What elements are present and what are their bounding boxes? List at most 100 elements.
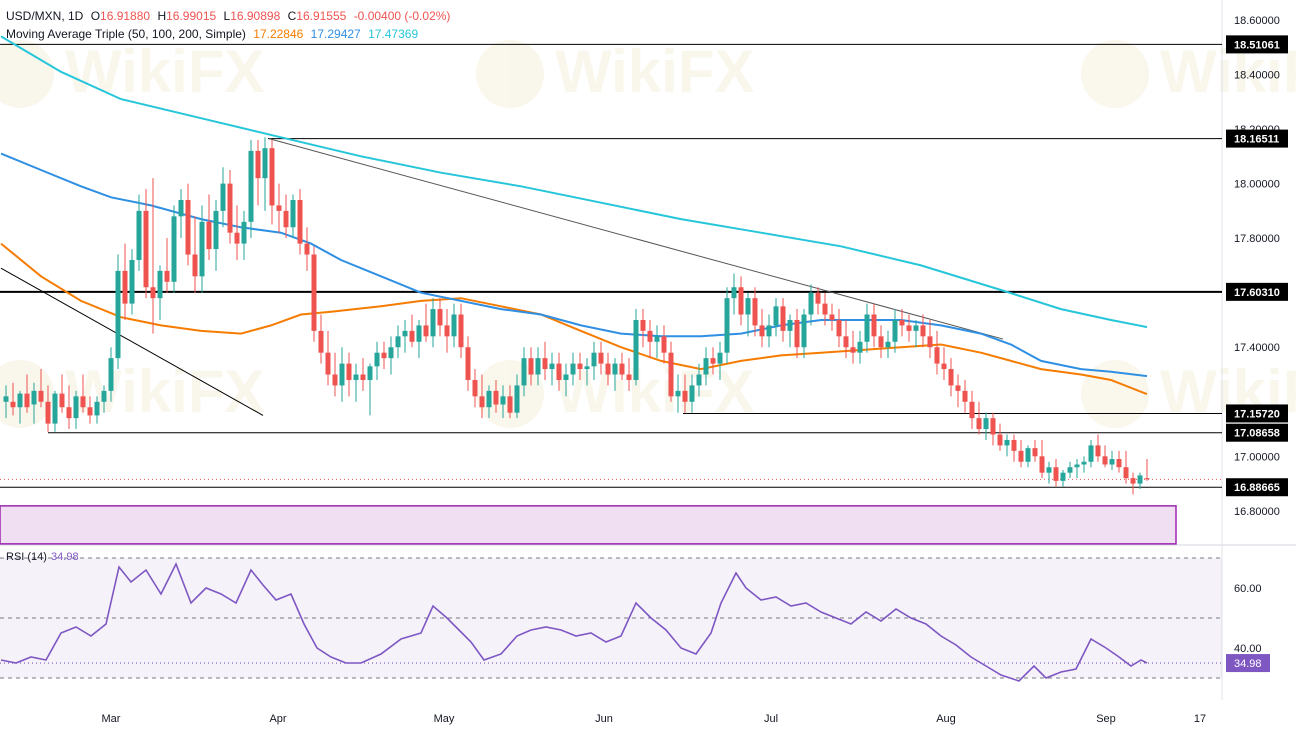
candle-body [885, 341, 891, 348]
candle [164, 238, 170, 293]
time-tick-label: Mar [102, 713, 121, 725]
candle [220, 167, 226, 228]
ma-line-100 [0, 152, 1148, 378]
candle [675, 374, 681, 413]
candle [409, 314, 415, 348]
candle [332, 352, 338, 397]
candle [997, 423, 1003, 451]
trendline[interactable] [0, 267, 264, 416]
candle [1025, 445, 1031, 468]
high-value: 16.99015 [166, 9, 217, 23]
candle [773, 298, 779, 337]
open-value: 16.91880 [100, 9, 151, 23]
candle-body [892, 319, 898, 342]
symbol-legend: USD/MXN, 1D O16.91880 H16.99015 L16.9089… [6, 9, 454, 23]
candle-body [283, 210, 289, 228]
candle-body [850, 347, 856, 353]
ma100-value: 17.29427 [310, 27, 361, 41]
price-tick-label: 17.80000 [1234, 233, 1280, 245]
candle-body [983, 418, 989, 430]
candle [255, 139, 261, 206]
candle [430, 298, 436, 348]
rsi-pane [0, 557, 1222, 682]
candle [1095, 434, 1101, 462]
candle [444, 309, 450, 353]
candle-body [3, 396, 9, 402]
candle-body [528, 358, 534, 375]
candle [871, 303, 877, 348]
level-tag-label: 18.16511 [1234, 134, 1279, 146]
price-tick-label: 18.60000 [1234, 15, 1280, 27]
candle-body [290, 199, 296, 228]
candle [661, 325, 667, 364]
candle [465, 336, 471, 391]
trendlines[interactable] [0, 138, 1004, 416]
candle [976, 401, 982, 435]
time-tick-label: Aug [936, 713, 956, 725]
candle-body [766, 325, 772, 337]
candle-body [94, 401, 100, 416]
candle-body [941, 363, 947, 370]
candle [787, 314, 793, 348]
candle-body [472, 379, 478, 397]
candle [31, 382, 37, 424]
candle-body [962, 390, 968, 402]
candle [857, 330, 863, 364]
candle-body [346, 363, 352, 380]
candle [815, 287, 821, 315]
candle [325, 330, 331, 386]
level-tag-label: 16.88665 [1234, 482, 1280, 494]
demand-zone [0, 505, 1177, 545]
moving-averages [0, 35, 1148, 396]
candle-body [115, 270, 121, 359]
watermark-text: WikiFX [65, 38, 264, 105]
candle-body [381, 352, 387, 359]
candle [17, 390, 23, 424]
candle-body [59, 393, 65, 408]
candle [535, 347, 541, 386]
candle-body [374, 352, 380, 367]
candle-body [465, 347, 471, 380]
trendline[interactable] [268, 138, 1004, 340]
level-tag [1226, 282, 1288, 301]
price-axis[interactable]: 18.6000018.4000018.2000018.0000017.80000… [1226, 0, 1288, 673]
watermark-logo-icon [476, 40, 544, 108]
candle-body [444, 325, 450, 337]
candle-body [227, 183, 233, 233]
time-tick-label: Jul [764, 713, 778, 725]
ma-line-50 [0, 242, 1148, 396]
candle-body [458, 314, 464, 348]
candle-body [241, 221, 247, 244]
candle [353, 363, 359, 402]
candle [115, 254, 121, 370]
candle-body [920, 325, 926, 337]
candle [290, 194, 296, 239]
candle-body [570, 363, 576, 375]
watermark-text: WikiFX [555, 38, 754, 105]
candle-body [563, 374, 569, 380]
candle-body [738, 287, 744, 315]
candle-body [675, 390, 681, 397]
candle [59, 374, 65, 413]
candle [94, 396, 100, 424]
candle [360, 358, 366, 391]
candle-body [745, 298, 751, 315]
horizontal-levels[interactable] [0, 43, 1222, 488]
candle-body [402, 330, 408, 337]
candle-body [843, 336, 849, 348]
candle-body [752, 298, 758, 326]
price-tick-label: 18.00000 [1234, 179, 1280, 191]
candle [752, 287, 758, 337]
close-label: C [287, 9, 297, 23]
candle [101, 385, 107, 413]
candle-body [808, 292, 814, 315]
candle-body [955, 385, 961, 391]
candle-body [157, 270, 163, 299]
candle [696, 363, 702, 397]
time-axis[interactable]: Mar Apr May Jun Jul Aug Sep 17 [102, 713, 1207, 725]
candle-body [437, 309, 443, 326]
candle-body [591, 352, 597, 367]
candle-body [206, 221, 212, 250]
candle-body [1130, 478, 1136, 484]
